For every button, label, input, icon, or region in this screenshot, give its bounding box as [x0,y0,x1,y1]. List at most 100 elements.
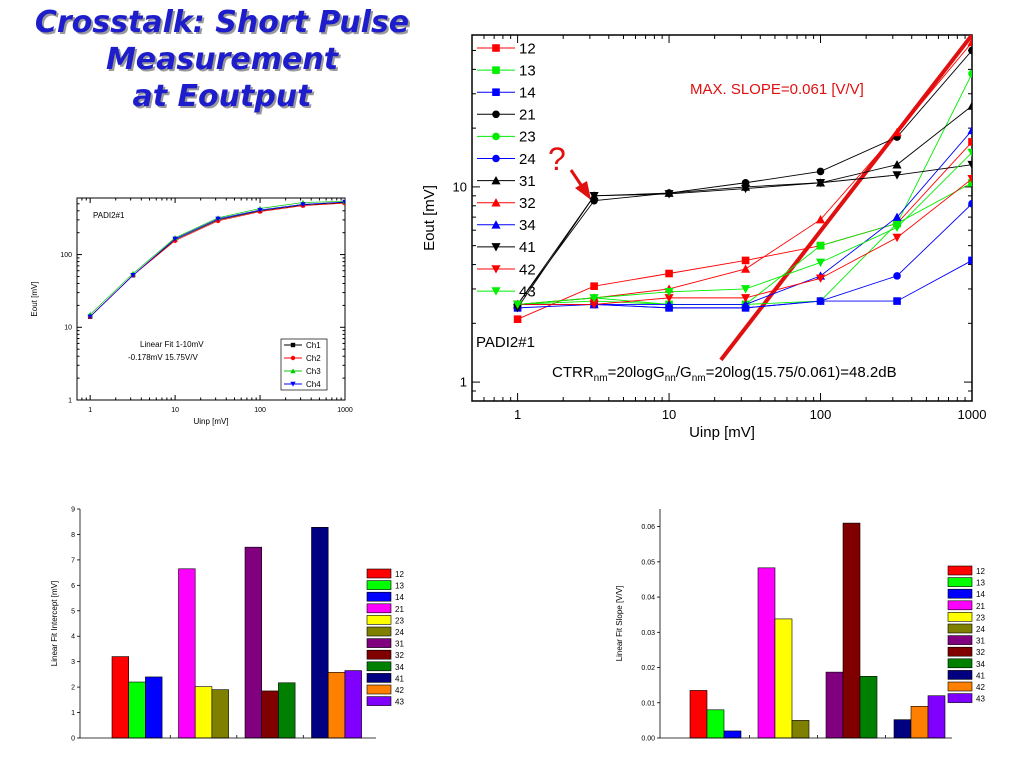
legend-marker [491,287,501,296]
data-point-23 [741,300,750,309]
legend-label: 13 [976,579,985,588]
series-line-41 [517,164,972,309]
data-point-31 [741,182,751,191]
y-tick-label: 0.02 [641,665,655,672]
legend-swatch [366,661,392,672]
legend-label: 24 [976,625,985,634]
data-point-14 [513,304,522,312]
legend-label: 43 [519,283,536,300]
bar-12 [111,656,130,739]
data-point-12 [968,138,972,146]
legend-marker [290,368,296,374]
y-tick-label: 9 [71,507,75,514]
slide-title-line-1: Crosstalk: Short Pulse [34,5,410,40]
legend-marker [491,198,501,207]
legend-label: 13 [395,582,404,591]
bar-13 [128,681,146,739]
bar-31 [825,671,844,739]
y-tick-label: 2 [71,685,75,692]
y-tick-label: 10 [64,325,72,332]
data-point-14 [893,297,901,305]
legend-label: 24 [519,151,536,168]
plot-area [87,198,345,320]
legend-swatch [366,626,392,637]
legend-label: 42 [395,686,404,695]
bar-23 [774,618,793,739]
legend-label: 34 [519,217,536,234]
bar-23 [194,686,213,739]
data-point-31 [664,188,674,197]
data-point-ch3 [215,215,221,221]
series-line-32 [517,42,972,305]
legend-swatch [366,603,392,614]
bar-31 [244,546,263,739]
data-point-ch2 [172,238,178,243]
legend-label: 43 [976,695,985,704]
data-point-ch4 [130,273,136,278]
data-point-14 [590,300,598,309]
data-point-32 [741,264,751,273]
legend-label: 14 [519,84,536,101]
data-point-ch2 [257,209,263,214]
data-point-24 [968,199,972,208]
data-point-24 [665,304,673,312]
data-point-21 [893,133,901,141]
data-point-24 [513,300,522,309]
data-point-42 [967,175,972,184]
y-tick-label: 100 [60,252,72,259]
data-point-32 [967,37,972,47]
main-chart-slope-label: MAX. SLOPE=0.061 [V/V] [690,81,864,98]
series-line-21 [517,50,972,305]
data-point-ch2 [215,218,221,224]
x-tick-label: 1 [514,407,521,422]
data-point-24 [893,272,901,280]
data-point-32 [815,215,826,224]
data-point-41 [967,160,972,170]
legend-label: 31 [395,640,404,649]
small-chart-fit-label: Linear Fit 1-10mV [140,340,204,349]
legend-marker [492,110,500,119]
y-tick-label: 10 [453,179,467,194]
data-point-ch3 [172,235,178,241]
legend-marker [290,342,296,348]
y-tick-label: 0.00 [641,736,655,743]
legend-label: Ch2 [306,354,321,363]
legend-swatch [366,580,392,590]
series-line-ch3 [89,200,345,315]
series-line-42 [517,178,972,305]
data-point-ch1 [300,202,306,208]
ctrr-part: /G [676,364,692,381]
data-point-14 [968,256,972,265]
data-point-ch3 [130,270,136,276]
x-axis-label: Uinp [mV] [193,417,228,426]
y-tick-label: 6 [71,583,75,590]
legend-marker [492,132,500,141]
data-point-12 [741,256,750,265]
main-chart-question-mark: ? [548,141,566,177]
legend-label: 42 [519,261,536,278]
y-tick-label: 0 [71,736,75,743]
data-point-13 [816,241,825,250]
legend-swatch [366,591,392,602]
data-point-ch4 [87,314,93,320]
bar-12 [689,690,708,739]
data-point-31 [967,101,972,110]
ctrr-subscript: nm [692,373,706,384]
bar-42 [327,672,346,739]
legend-label: 24 [395,628,404,637]
y-tick-label: 1 [460,375,467,390]
legend-label: 32 [976,648,985,657]
y-tick-label: 0.03 [641,630,655,637]
data-point-ch2 [87,314,93,319]
series-line-14 [517,260,972,309]
data-point-ch1 [87,314,93,319]
series-line-24 [517,203,972,309]
legend-marker [492,88,500,96]
plot-frame [76,197,346,401]
series-line-43 [517,152,972,305]
data-point-ch1 [257,208,263,214]
data-point-43 [815,258,826,268]
x-tick-label: 1 [88,407,92,414]
legend-label: 23 [976,613,985,622]
